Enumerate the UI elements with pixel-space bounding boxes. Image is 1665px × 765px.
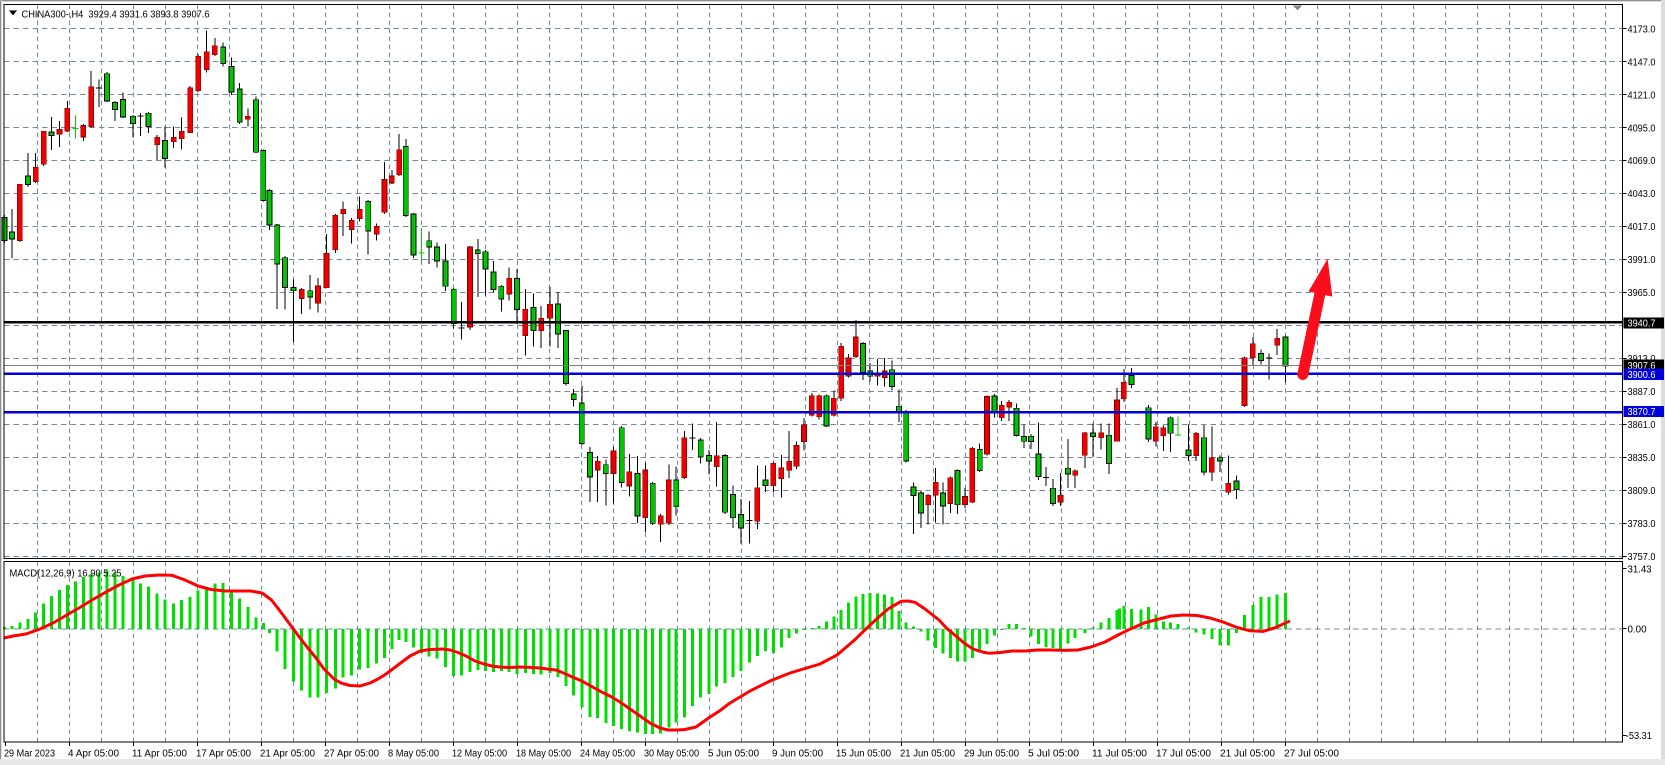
svg-text:30 May 05:00: 30 May 05:00	[644, 749, 699, 760]
svg-text:3783.0: 3783.0	[1628, 519, 1656, 530]
svg-text:-53.31: -53.31	[1626, 731, 1652, 742]
svg-text:4121.0: 4121.0	[1628, 90, 1656, 101]
svg-text:4017.0: 4017.0	[1628, 222, 1656, 233]
svg-text:21 Jul 05:00: 21 Jul 05:00	[1220, 749, 1275, 760]
svg-text:21 Jun 05:00: 21 Jun 05:00	[900, 749, 955, 760]
svg-text:24 May 05:00: 24 May 05:00	[580, 749, 635, 760]
svg-text:5 Jul 05:00: 5 Jul 05:00	[1028, 749, 1079, 760]
svg-text:4 Apr 05:00: 4 Apr 05:00	[68, 749, 119, 760]
svg-text:MACD(12,26,9) 16.90 5.25: MACD(12,26,9) 16.90 5.25	[10, 569, 122, 580]
svg-text:3940.7: 3940.7	[1628, 319, 1656, 330]
svg-text:3965.0: 3965.0	[1628, 288, 1656, 299]
svg-text:3861.0: 3861.0	[1628, 420, 1656, 431]
svg-text:18 May 05:00: 18 May 05:00	[516, 749, 571, 760]
svg-text:17 Jul 05:00: 17 Jul 05:00	[1156, 749, 1211, 760]
svg-text:3913.0: 3913.0	[1628, 354, 1656, 365]
svg-text:12 May 05:00: 12 May 05:00	[452, 749, 507, 760]
svg-text:4095.0: 4095.0	[1628, 123, 1656, 134]
svg-text:4043.0: 4043.0	[1628, 189, 1656, 200]
svg-text:3870.7: 3870.7	[1628, 407, 1656, 418]
svg-text:0.00: 0.00	[1628, 624, 1647, 635]
svg-text:CHINA300-,H4 3929.4 3931.6 38: CHINA300-,H4 3929.4 3931.6 3893.8 3907.6	[22, 9, 210, 21]
svg-text:8 May 05:00: 8 May 05:00	[388, 749, 439, 760]
svg-text:17 Apr 05:00: 17 Apr 05:00	[196, 749, 251, 760]
svg-text:15 Jun 05:00: 15 Jun 05:00	[836, 749, 891, 760]
svg-text:11 Apr 05:00: 11 Apr 05:00	[132, 749, 187, 760]
svg-text:3900.6: 3900.6	[1628, 370, 1656, 381]
svg-text:5 Jun 05:00: 5 Jun 05:00	[708, 749, 759, 760]
svg-text:27 Apr 05:00: 27 Apr 05:00	[324, 749, 379, 760]
svg-text:3835.0: 3835.0	[1628, 453, 1656, 464]
svg-text:11 Jul 05:00: 11 Jul 05:00	[1092, 749, 1147, 760]
svg-text:4147.0: 4147.0	[1628, 57, 1656, 68]
svg-text:29 Jun 05:00: 29 Jun 05:00	[964, 749, 1019, 760]
svg-text:29 Mar 2023: 29 Mar 2023	[4, 749, 55, 760]
svg-text:4069.0: 4069.0	[1628, 156, 1656, 167]
svg-text:3907.6: 3907.6	[1628, 361, 1656, 372]
svg-text:3887.0: 3887.0	[1628, 387, 1656, 398]
svg-text:21 Apr 05:00: 21 Apr 05:00	[260, 749, 315, 760]
svg-text:3991.0: 3991.0	[1628, 255, 1656, 266]
svg-text:9 Jun 05:00: 9 Jun 05:00	[772, 749, 823, 760]
svg-text:3809.0: 3809.0	[1628, 486, 1656, 497]
svg-text:4173.0: 4173.0	[1628, 24, 1656, 35]
svg-text:31.43: 31.43	[1628, 564, 1652, 575]
svg-text:3757.0: 3757.0	[1628, 552, 1656, 563]
svg-text:27 Jul 05:00: 27 Jul 05:00	[1284, 749, 1339, 760]
